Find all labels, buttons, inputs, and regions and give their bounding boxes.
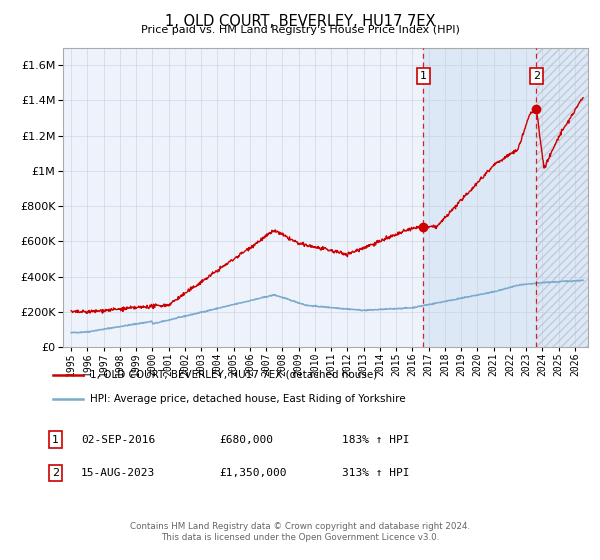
Text: 183% ↑ HPI: 183% ↑ HPI [342, 435, 409, 445]
Text: £1,350,000: £1,350,000 [219, 468, 287, 478]
Text: 15-AUG-2023: 15-AUG-2023 [81, 468, 155, 478]
Text: 2: 2 [52, 468, 59, 478]
Text: 1, OLD COURT, BEVERLEY, HU17 7EX (detached house): 1, OLD COURT, BEVERLEY, HU17 7EX (detach… [90, 370, 377, 380]
Text: 02-SEP-2016: 02-SEP-2016 [81, 435, 155, 445]
Text: This data is licensed under the Open Government Licence v3.0.: This data is licensed under the Open Gov… [161, 533, 439, 542]
Text: 1: 1 [420, 71, 427, 81]
Text: £680,000: £680,000 [219, 435, 273, 445]
Text: Price paid vs. HM Land Registry's House Price Index (HPI): Price paid vs. HM Land Registry's House … [140, 25, 460, 35]
Text: 2: 2 [533, 71, 540, 81]
Text: 1, OLD COURT, BEVERLEY, HU17 7EX: 1, OLD COURT, BEVERLEY, HU17 7EX [165, 14, 435, 29]
Text: 1: 1 [52, 435, 59, 445]
Text: Contains HM Land Registry data © Crown copyright and database right 2024.: Contains HM Land Registry data © Crown c… [130, 522, 470, 531]
Text: 313% ↑ HPI: 313% ↑ HPI [342, 468, 409, 478]
Text: HPI: Average price, detached house, East Riding of Yorkshire: HPI: Average price, detached house, East… [90, 394, 406, 404]
Bar [424, 48, 588, 347]
